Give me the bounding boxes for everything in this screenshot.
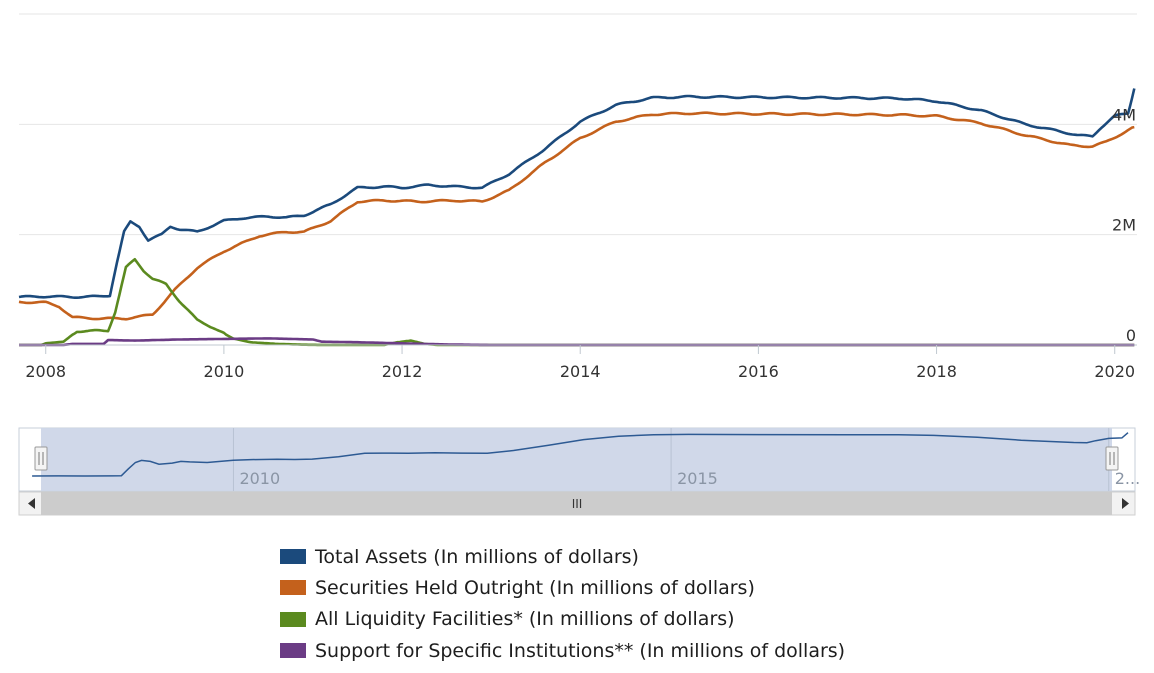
handle-body bbox=[1105, 446, 1119, 471]
navigator-label: 2... bbox=[1115, 469, 1140, 488]
series-line-2 bbox=[19, 257, 1135, 347]
legend: Total Assets (In millions of dollars) Se… bbox=[280, 541, 845, 666]
legend-label: All Liquidity Facilities* (In millions o… bbox=[315, 608, 735, 631]
navigator[interactable]: 2010 2015 2... III bbox=[18, 427, 1140, 516]
x-tick-label: 2008 bbox=[25, 362, 66, 381]
x-tick-label: 2010 bbox=[204, 362, 245, 381]
legend-label: Support for Specific Institutions** (In … bbox=[315, 639, 846, 662]
legend-swatch bbox=[280, 611, 306, 627]
series-line-0 bbox=[18, 88, 1136, 299]
x-axis: 2008 2010 2012 2014 2016 2018 2020 bbox=[19, 344, 1137, 381]
scroll-right-arrow-icon[interactable] bbox=[1122, 498, 1129, 509]
legend-swatch bbox=[280, 643, 306, 659]
x-tick-label: 2014 bbox=[560, 362, 601, 381]
x-tick-label: 2012 bbox=[382, 362, 423, 381]
navigator-handle-right[interactable] bbox=[1105, 446, 1119, 471]
navigator-label: 2010 bbox=[239, 469, 280, 488]
series-lines bbox=[18, 88, 1136, 347]
navigator-handle-left[interactable] bbox=[34, 446, 48, 471]
scrollbar-thumb[interactable] bbox=[41, 492, 1112, 515]
legend-label: Total Assets (In millions of dollars) bbox=[315, 545, 639, 568]
y-tick-label: 0 bbox=[1126, 326, 1136, 345]
series-line-3 bbox=[19, 337, 1135, 347]
handle-body bbox=[34, 446, 48, 471]
x-tick-label: 2016 bbox=[738, 362, 779, 381]
navigator-selection bbox=[41, 428, 1112, 491]
legend-swatch bbox=[280, 549, 306, 565]
y-axis-labels: 0 2M 4M bbox=[1112, 105, 1136, 345]
scroll-left-arrow-icon[interactable] bbox=[28, 498, 35, 509]
scrollbar-grip-icon: III bbox=[572, 497, 583, 511]
y-tick-label: 4M bbox=[1112, 105, 1136, 124]
legend-item-total-assets[interactable]: Total Assets (In millions of dollars) bbox=[280, 541, 845, 572]
navigator-series-line bbox=[32, 432, 1129, 477]
legend-item-specific-institutions[interactable]: Support for Specific Institutions** (In … bbox=[280, 635, 845, 666]
legend-label: Securities Held Outright (In millions of… bbox=[315, 576, 755, 599]
x-tick-label: 2018 bbox=[916, 362, 957, 381]
navigator-label: 2015 bbox=[677, 469, 718, 488]
y-tick-label: 2M bbox=[1112, 216, 1136, 235]
legend-item-liquidity-facilities[interactable]: All Liquidity Facilities* (In millions o… bbox=[280, 604, 845, 635]
legend-swatch bbox=[280, 580, 306, 596]
scrollbar[interactable]: III bbox=[18, 491, 1136, 516]
series-line-1 bbox=[18, 111, 1135, 321]
legend-item-securities-held-outright[interactable]: Securities Held Outright (In millions of… bbox=[280, 572, 845, 603]
x-tick-label: 2020 bbox=[1094, 362, 1135, 381]
